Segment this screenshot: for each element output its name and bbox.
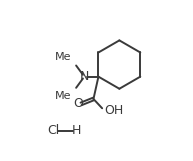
Text: Me: Me: [55, 52, 72, 62]
Text: H: H: [72, 124, 81, 137]
Text: OH: OH: [105, 104, 124, 117]
Text: Me: Me: [55, 91, 72, 101]
Text: N: N: [80, 70, 89, 83]
Text: O: O: [73, 97, 83, 110]
Text: Cl: Cl: [47, 124, 59, 137]
